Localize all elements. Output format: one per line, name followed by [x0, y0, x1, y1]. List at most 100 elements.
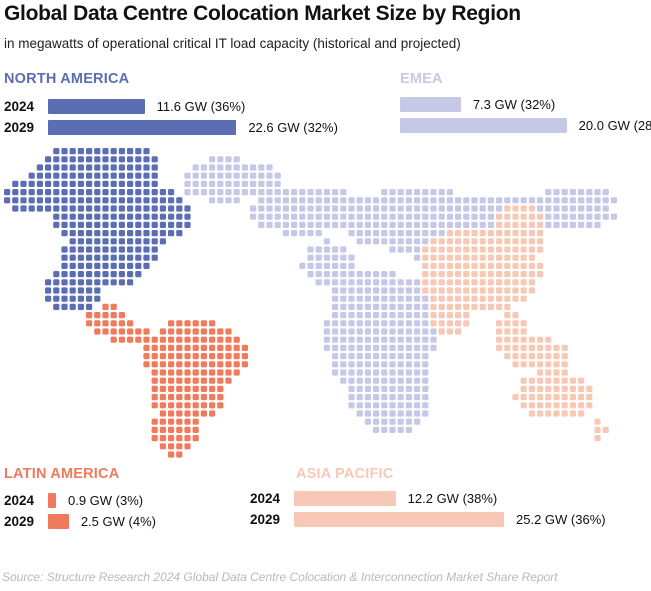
map-dot-emea [569, 213, 576, 220]
map-dot-asia-pacific [512, 328, 519, 335]
map-dot-asia-pacific [528, 279, 535, 286]
map-dot-asia-pacific [463, 254, 470, 261]
map-dot-north-america [77, 221, 84, 228]
map-dot-latin-america [135, 336, 142, 343]
map-dot-north-america [53, 205, 60, 212]
map-dot-emea [422, 394, 429, 401]
map-dot-emea [389, 230, 396, 237]
map-dot-north-america-islands [250, 189, 257, 196]
map-dot-latin-america [176, 435, 183, 442]
map-dot-north-america [135, 156, 142, 163]
map-dot-latin-america [110, 303, 117, 310]
map-dot-north-america [168, 189, 175, 196]
map-dot-emea [414, 221, 421, 228]
map-dot-emea [422, 213, 429, 220]
map-dot-latin-america [184, 394, 191, 401]
map-dot-latin-america [184, 435, 191, 442]
map-dot-north-america [77, 213, 84, 220]
map-dot-emea [266, 205, 273, 212]
map-dot-emea [496, 197, 503, 204]
map-dot-emea [373, 361, 380, 368]
map-dot-emea [463, 205, 470, 212]
map-dot-north-america [135, 213, 142, 220]
map-dot-asia-pacific [537, 238, 544, 245]
map-dot-emea [274, 189, 281, 196]
map-dot-asia-pacific [537, 246, 544, 253]
map-dot-emea [561, 189, 568, 196]
map-dot-north-america [77, 180, 84, 187]
map-dot-asia-pacific [455, 254, 462, 261]
map-dot-emea [356, 279, 363, 286]
map-dot-latin-america [192, 377, 199, 384]
map-dot-emea [578, 221, 585, 228]
map-dot-emea [323, 213, 330, 220]
map-dot-emea [381, 205, 388, 212]
year-label: 2029 [4, 120, 35, 135]
map-dot-north-america [151, 230, 158, 237]
map-dot-emea [340, 271, 347, 278]
map-dot-north-america-islands [225, 189, 232, 196]
map-dot-emea [373, 418, 380, 425]
map-dot-latin-america [168, 377, 175, 384]
map-dot-emea [266, 221, 273, 228]
map-dot-north-america [143, 262, 150, 269]
map-dot-emea [397, 385, 404, 392]
map-dot-emea [405, 312, 412, 319]
map-dot-emea [250, 205, 257, 212]
map-dot-emea [307, 189, 314, 196]
map-dot-north-america [102, 148, 109, 155]
map-dot-north-america-islands [192, 172, 199, 179]
map-dot-emea [389, 328, 396, 335]
map-dot-latin-america [159, 369, 166, 376]
map-dot-asia-pacific [520, 213, 527, 220]
map-dot-latin-america [184, 410, 191, 417]
map-dot-emea [389, 189, 396, 196]
map-dot-north-america [159, 189, 166, 196]
map-dot-north-america-islands [233, 180, 240, 187]
map-dot-asia-pacific [537, 336, 544, 343]
map-dot-emea [348, 344, 355, 351]
map-dot-north-america-islands [233, 189, 240, 196]
map-dot-asia-pacific [438, 303, 445, 310]
map-dot-north-america [36, 189, 43, 196]
map-dot-north-america-islands [241, 172, 248, 179]
map-dot-emea [414, 230, 421, 237]
map-dot-north-america [143, 238, 150, 245]
map-dot-emea [315, 213, 322, 220]
map-dot-north-america-islands [258, 180, 265, 187]
map-dot-north-america-islands [233, 197, 240, 204]
map-dot-emea [446, 197, 453, 204]
map-dot-emea [282, 221, 289, 228]
map-dot-north-america [102, 254, 109, 261]
map-dot-emea [364, 312, 371, 319]
map-dot-north-america [127, 221, 134, 228]
map-dot-north-america [118, 254, 125, 261]
map-dot-north-america [135, 180, 142, 187]
map-dot-emea [356, 213, 363, 220]
map-dot-latin-america [168, 451, 175, 458]
map-dot-asia-pacific [504, 246, 511, 253]
map-dot-north-america [61, 279, 68, 286]
map-dot-latin-america [184, 418, 191, 425]
chart-title: Global Data Centre Colocation Market Siz… [4, 2, 521, 25]
map-dot-emea [340, 361, 347, 368]
map-dot-latin-america [225, 328, 232, 335]
map-dot-north-america [69, 295, 76, 302]
map-dot-north-america [110, 271, 117, 278]
chart-subtitle: in megawatts of operational critical IT … [4, 36, 461, 51]
map-dot-latin-america [102, 312, 109, 319]
map-dot-latin-america [176, 385, 183, 392]
map-dot-emea [405, 230, 412, 237]
map-dot-north-america-islands [200, 180, 207, 187]
map-dot-asia-pacific [496, 254, 503, 261]
map-dot-emea [389, 402, 396, 409]
map-dot-emea [381, 426, 388, 433]
map-dot-north-america [94, 180, 101, 187]
map-dot-emea [430, 189, 437, 196]
bar-value-label: 22.6 GW (32%) [248, 120, 338, 135]
map-dot-latin-america [184, 426, 191, 433]
map-dot-emea [405, 246, 412, 253]
map-dot-asia-pacific [512, 238, 519, 245]
map-dot-emea [364, 279, 371, 286]
map-dot-asia-pacific [553, 377, 560, 384]
